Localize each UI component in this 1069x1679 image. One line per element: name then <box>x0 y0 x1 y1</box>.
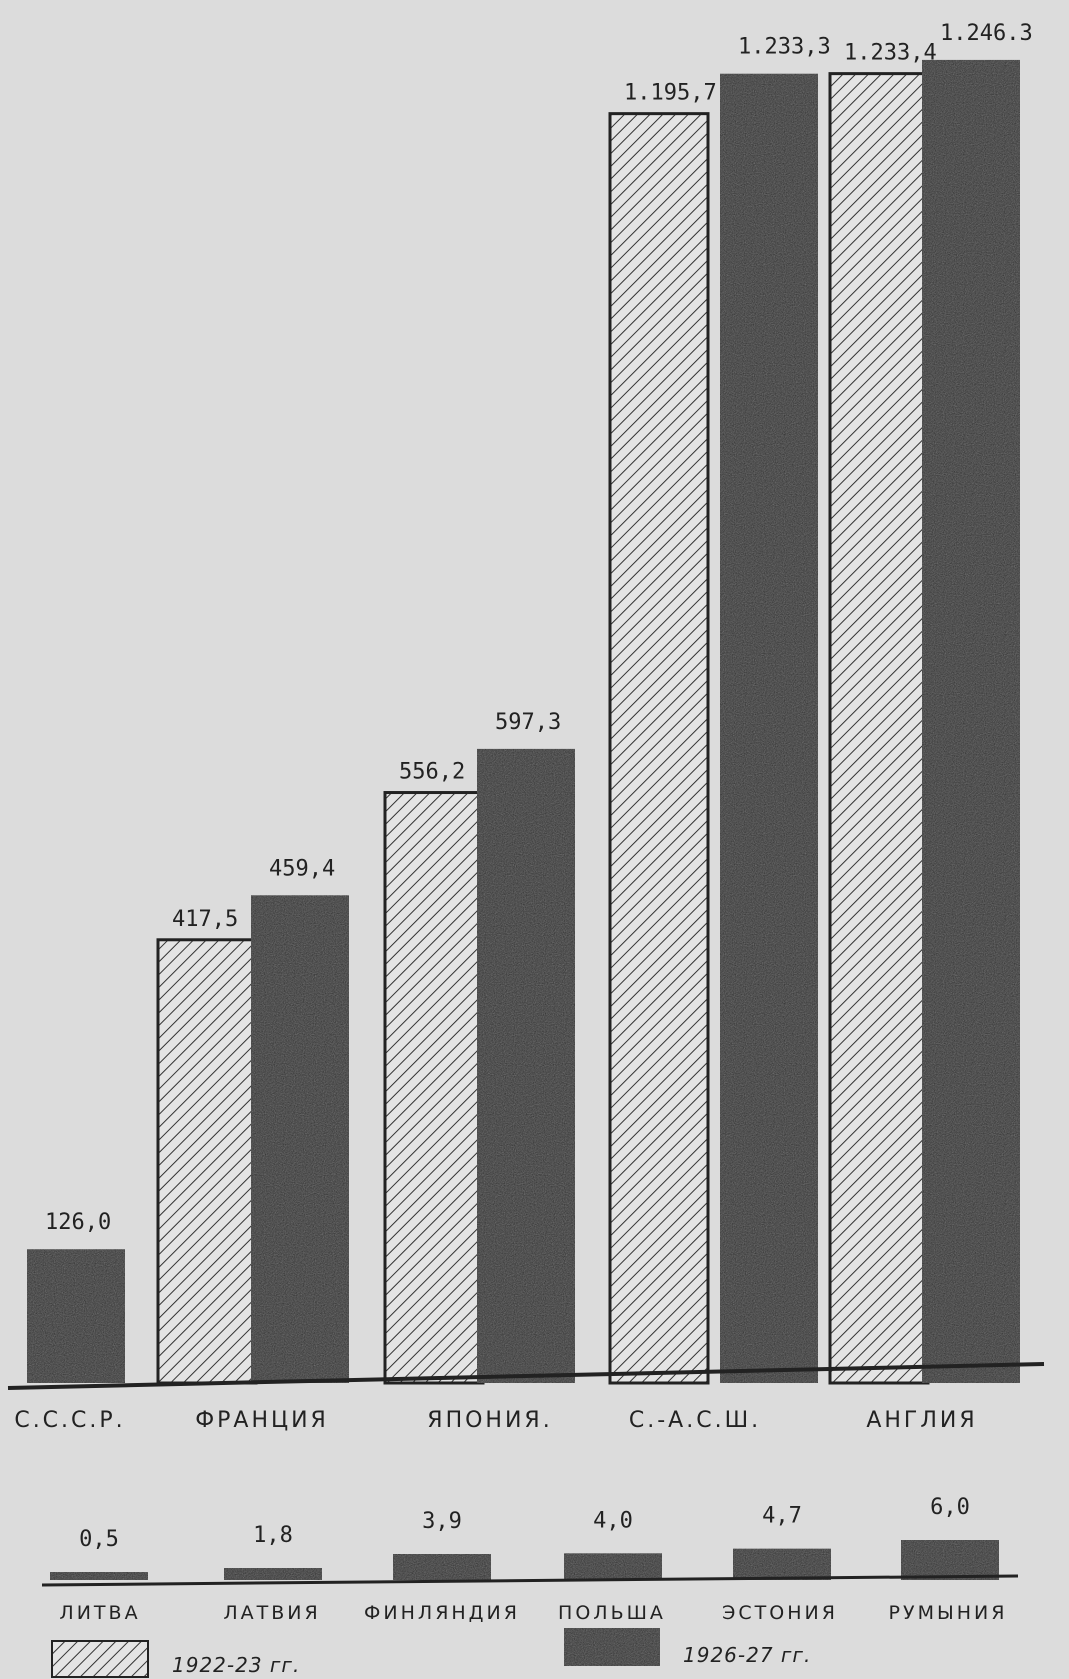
bar-латвия <box>224 1568 322 1580</box>
value-label-литва: 0,5 <box>79 1527 119 1552</box>
bar-эстония <box>733 1548 831 1580</box>
value-label-с-с-с-р-1926: 126,0 <box>45 1210 111 1235</box>
bar-с-с-с-р-1926 <box>27 1249 125 1383</box>
bar-польша <box>564 1553 662 1580</box>
value-label-франция-1922: 417,5 <box>172 907 238 932</box>
value-label-румыния: 6,0 <box>930 1495 970 1520</box>
value-label-англия-1926: 1.246.3 <box>940 21 1033 46</box>
category-label-япония: ЯПОНИЯ. <box>427 1408 552 1433</box>
category-label-с-а-с-ш: С.-А.С.Ш. <box>629 1408 761 1433</box>
value-label-польша: 4,0 <box>593 1508 633 1533</box>
category-label-франция: ФРАНЦИЯ <box>195 1408 329 1433</box>
value-label-финляндия: 3,9 <box>422 1509 462 1534</box>
value-label-эстония: 4,7 <box>762 1504 802 1529</box>
legend-label-dark: 1926-27 гг. <box>683 1643 811 1667</box>
category-label-польша: ПОЛЬША <box>558 1602 666 1624</box>
bar-с-а-с-ш-1922 <box>608 112 710 1385</box>
value-label-япония-1922: 556,2 <box>399 760 465 785</box>
category-label-эстония: ЭСТОНИЯ <box>722 1602 838 1624</box>
bar-румыния <box>901 1540 999 1580</box>
bar-литва <box>50 1572 148 1580</box>
category-label-латвия: ЛАТВИЯ <box>223 1602 320 1624</box>
bar-франция-1926 <box>251 895 349 1383</box>
legend-swatch-dark <box>564 1628 660 1666</box>
value-label-япония-1926: 597,3 <box>495 710 561 735</box>
category-label-финляндия: ФИНЛЯНДИЯ <box>364 1602 520 1624</box>
value-label-латвия: 1,8 <box>253 1523 293 1548</box>
category-label-румыния: РУМЫНИЯ <box>889 1602 1008 1624</box>
legend-label-hatched: 1922-23 гг. <box>172 1653 300 1677</box>
value-label-франция-1926: 459,4 <box>269 856 335 881</box>
bottom-bar-chart: 0,5 ЛИТВА 1,8 ЛАТВИЯ 3,9 ФИНЛЯНДИЯ 4,0 ПОЛЬША 4,… <box>50 1495 1008 1624</box>
category-label-литва: ЛИТВА <box>59 1602 140 1624</box>
top-baseline <box>7 1362 1045 1390</box>
legend-swatch-hatched <box>51 1640 149 1678</box>
value-label-с-а-с-ш-1926: 1.233,3 <box>738 35 831 60</box>
top-bar-chart: 126,0 С.С.С.Р. 417,5 459,4 ФРАНЦИЯ 556,2 597,3… <box>14 21 1032 1433</box>
value-label-с-а-с-ш-1922: 1.195,7 <box>624 81 717 106</box>
legend: 1922-23 гг. 1926-27 гг. <box>51 1628 811 1678</box>
category-label-англия: АНГЛИЯ <box>866 1408 977 1433</box>
bar-финляндия <box>393 1554 491 1580</box>
bar-англия-1926 <box>922 59 1020 1383</box>
category-label-с-с-с-р: С.С.С.Р. <box>14 1408 125 1433</box>
bar-франция-1922 <box>156 938 258 1385</box>
bar-япония-1922 <box>383 791 485 1385</box>
value-label-англия-1922: 1.233,4 <box>844 41 937 66</box>
bottom-baseline <box>41 1574 1019 1587</box>
bar-япония-1926 <box>477 748 575 1383</box>
bar-с-а-с-ш-1926 <box>720 73 818 1383</box>
bar-англия-1922 <box>828 72 930 1385</box>
